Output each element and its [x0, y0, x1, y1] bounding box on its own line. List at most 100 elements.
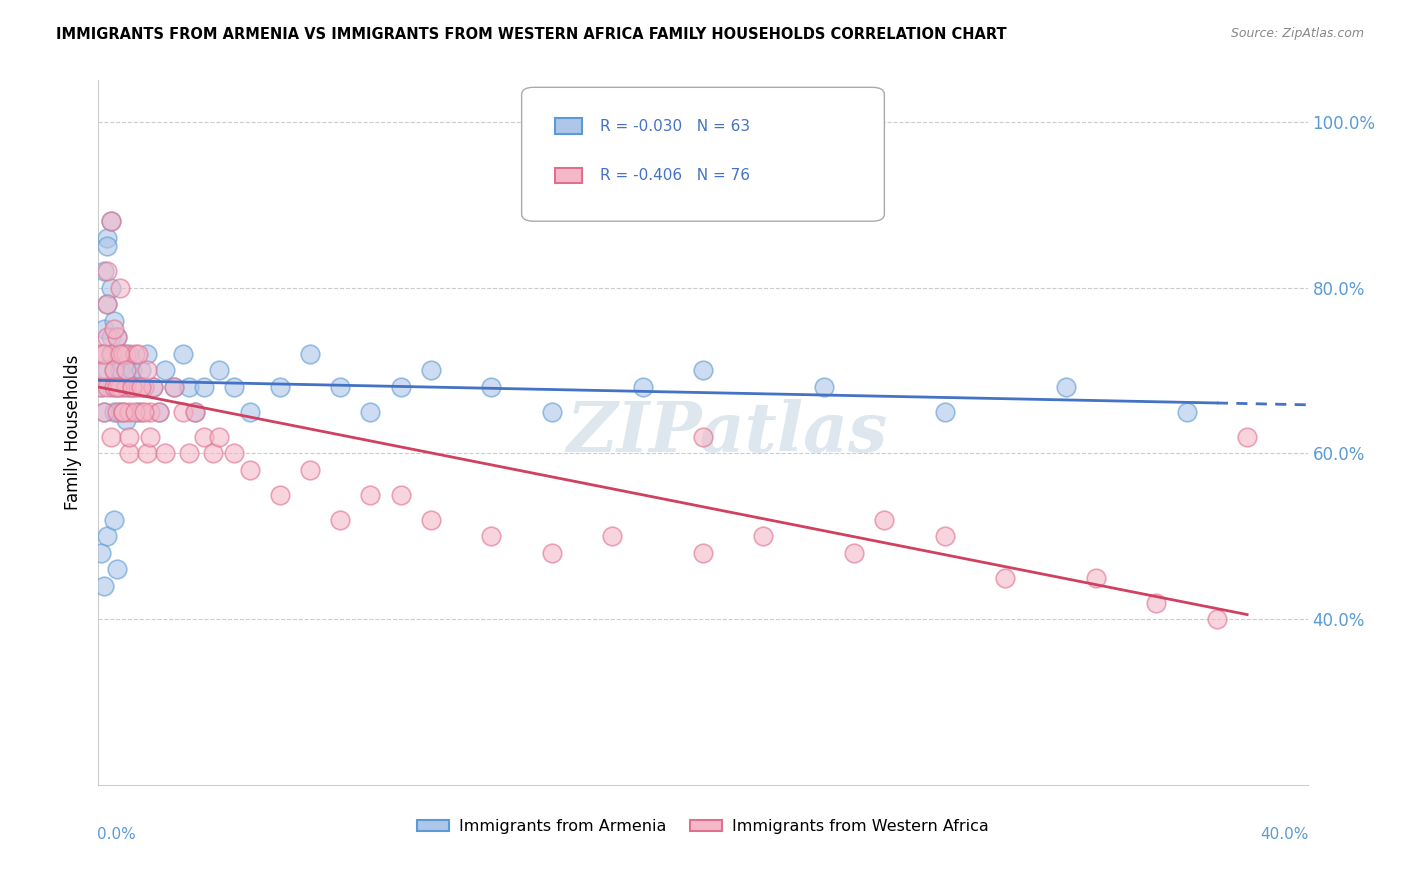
Point: [269, 380, 291, 394]
Point: [389, 380, 412, 394]
Point: [873, 513, 896, 527]
Point: [224, 380, 246, 394]
Point: [100, 347, 122, 361]
Point: [1054, 380, 1077, 394]
Point: [93, 347, 115, 361]
Text: R = -0.406   N = 76: R = -0.406 N = 76: [600, 168, 751, 183]
Point: [105, 330, 128, 344]
Point: [121, 380, 143, 394]
Point: [96, 363, 118, 377]
Point: [139, 430, 162, 444]
Point: [1175, 405, 1198, 419]
Point: [114, 363, 136, 377]
Point: [103, 322, 125, 336]
Point: [118, 347, 141, 361]
Point: [108, 405, 131, 419]
Point: [132, 380, 155, 394]
Point: [163, 380, 186, 394]
Point: [108, 363, 131, 377]
Point: [1236, 430, 1258, 444]
Point: [481, 380, 503, 394]
Point: [105, 380, 128, 394]
Point: [844, 546, 866, 560]
FancyBboxPatch shape: [555, 119, 582, 134]
Point: [93, 363, 115, 377]
Point: [108, 347, 131, 361]
Point: [114, 347, 136, 361]
Point: [124, 405, 146, 419]
Point: [1144, 596, 1167, 610]
Point: [124, 347, 146, 361]
Text: R = -0.030   N = 63: R = -0.030 N = 63: [600, 119, 751, 134]
Point: [111, 347, 134, 361]
Text: ZIPatlas: ZIPatlas: [567, 399, 887, 467]
Point: [111, 405, 134, 419]
Point: [96, 264, 118, 278]
Point: [692, 363, 714, 377]
Point: [142, 380, 165, 394]
Point: [692, 430, 714, 444]
Point: [172, 347, 194, 361]
Point: [118, 380, 141, 394]
Point: [114, 413, 136, 427]
Point: [129, 363, 152, 377]
Point: [96, 529, 118, 543]
Point: [129, 405, 152, 419]
Point: [153, 363, 176, 377]
Point: [934, 405, 956, 419]
Legend: Immigrants from Armenia, Immigrants from Western Africa: Immigrants from Armenia, Immigrants from…: [411, 813, 995, 840]
Point: [90, 380, 112, 394]
Point: [111, 380, 134, 394]
Point: [108, 380, 131, 394]
Point: [193, 430, 215, 444]
Text: IMMIGRANTS FROM ARMENIA VS IMMIGRANTS FROM WESTERN AFRICA FAMILY HOUSEHOLDS CORR: IMMIGRANTS FROM ARMENIA VS IMMIGRANTS FR…: [56, 27, 1007, 42]
Point: [1085, 571, 1108, 585]
Point: [239, 405, 262, 419]
Point: [239, 463, 262, 477]
Point: [105, 562, 128, 576]
Point: [202, 446, 225, 460]
FancyBboxPatch shape: [522, 87, 884, 221]
Point: [135, 363, 157, 377]
Point: [100, 380, 122, 394]
Point: [96, 231, 118, 245]
Point: [114, 363, 136, 377]
Point: [127, 405, 149, 419]
Point: [96, 330, 118, 344]
Point: [135, 347, 157, 361]
Point: [752, 529, 775, 543]
Point: [127, 347, 149, 361]
Point: [93, 322, 115, 336]
Point: [142, 380, 165, 394]
Point: [100, 430, 122, 444]
Point: [179, 446, 201, 460]
Point: [114, 380, 136, 394]
Point: [692, 546, 714, 560]
Point: [105, 405, 128, 419]
Point: [96, 297, 118, 311]
Point: [153, 446, 176, 460]
Point: [148, 405, 170, 419]
FancyBboxPatch shape: [555, 168, 582, 183]
Point: [100, 214, 122, 228]
Point: [103, 405, 125, 419]
Point: [90, 546, 112, 560]
Point: [139, 405, 162, 419]
Point: [105, 330, 128, 344]
Point: [269, 488, 291, 502]
Point: [994, 571, 1017, 585]
Text: Source: ZipAtlas.com: Source: ZipAtlas.com: [1230, 27, 1364, 40]
Point: [100, 214, 122, 228]
Point: [148, 405, 170, 419]
Point: [103, 513, 125, 527]
Point: [1206, 612, 1229, 626]
Point: [132, 405, 155, 419]
Point: [118, 430, 141, 444]
Point: [813, 380, 835, 394]
Point: [163, 380, 186, 394]
Point: [360, 488, 382, 502]
Point: [193, 380, 215, 394]
Point: [389, 488, 412, 502]
Point: [93, 405, 115, 419]
Text: 40.0%: 40.0%: [1260, 827, 1309, 842]
